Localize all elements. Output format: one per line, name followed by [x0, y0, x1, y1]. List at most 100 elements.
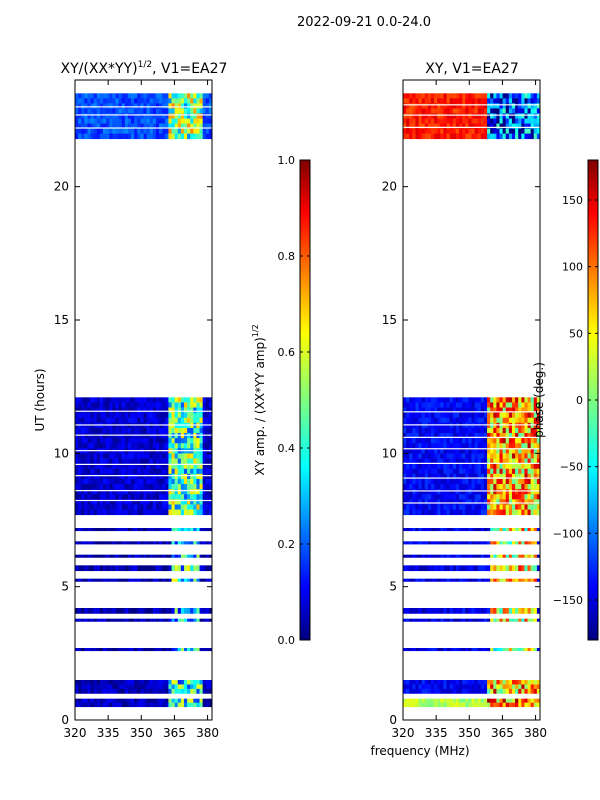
heatmap-cell: [96, 688, 101, 694]
heatmap-cell: [171, 494, 176, 500]
heatmap-cell: [418, 133, 423, 140]
heatmap-cell: [168, 680, 172, 685]
heatmap-cell: [155, 702, 160, 708]
heatmap-cell: [155, 108, 160, 114]
heatmap-cell: [452, 499, 457, 505]
heatmap-cell: [415, 438, 419, 444]
heatmap-cell: [131, 489, 135, 495]
heatmap-cell: [530, 103, 535, 109]
heatmap-cell: [152, 702, 157, 708]
heatmap-cell: [446, 113, 451, 119]
heatmap-cell: [183, 702, 188, 708]
heatmap-cell: [409, 128, 413, 135]
heatmap-cell: [152, 499, 157, 505]
heatmap-cell: [505, 468, 510, 475]
heatmap-cell: [93, 688, 98, 694]
heatmap-cell: [143, 468, 148, 475]
heatmap-cell: [140, 504, 144, 510]
heatmap-cell: [168, 489, 172, 495]
heatmap-cell: [521, 608, 525, 614]
heatmap-cell: [190, 133, 194, 140]
y-tick-label: 15: [54, 313, 69, 327]
heatmap-cell: [127, 113, 132, 119]
heatmap-cell: [140, 680, 144, 685]
heatmap-cell: [124, 680, 129, 685]
heatmap-cell: [459, 113, 463, 119]
heatmap-cell: [449, 688, 454, 694]
heatmap-cell: [424, 528, 429, 532]
heatmap-cell: [527, 698, 532, 704]
heatmap-cell: [511, 499, 516, 505]
heatmap-cell: [159, 618, 163, 622]
heatmap-cell: [193, 113, 197, 119]
heatmap-cell: [412, 473, 416, 480]
heatmap-cell: [443, 108, 447, 114]
heatmap-cell: [409, 554, 413, 558]
heatmap-cell: [140, 698, 144, 704]
heatmap-cell: [112, 684, 116, 690]
heatmap-cell: [137, 648, 141, 652]
heatmap-cell: [499, 397, 504, 403]
heatmap-cell: [115, 397, 119, 403]
heatmap-cell: [124, 648, 129, 652]
heatmap-cell: [202, 133, 207, 140]
heatmap-cell: [171, 113, 176, 119]
heatmap-cell: [121, 402, 126, 408]
heatmap-cell: [131, 123, 135, 129]
heatmap-cell: [180, 499, 185, 505]
heatmap-cell: [84, 688, 88, 694]
heatmap-cell: [440, 417, 444, 424]
heatmap-cell: [521, 494, 525, 500]
heatmap-cell: [418, 565, 423, 572]
heatmap-cell: [511, 443, 516, 449]
heatmap-cell: [208, 458, 213, 465]
heatmap-cell: [75, 458, 79, 465]
heatmap-cell: [515, 397, 519, 403]
heatmap-cell: [140, 554, 144, 558]
heatmap-cell: [199, 528, 204, 532]
heatmap-cell: [180, 412, 185, 419]
heatmap-cell: [134, 578, 138, 582]
heatmap-cell: [403, 98, 407, 104]
heatmap-cell: [437, 608, 441, 614]
heatmap-cell: [165, 453, 169, 459]
heatmap-cell: [190, 402, 194, 408]
heatmap-cell: [174, 473, 179, 480]
heatmap-cell: [437, 422, 441, 429]
heatmap-cell: [93, 608, 98, 614]
heatmap-cell: [180, 427, 185, 434]
heatmap-cell: [521, 468, 525, 475]
heatmap-cell: [536, 103, 541, 109]
heatmap-cell: [190, 463, 194, 470]
heatmap-cell: [465, 541, 469, 545]
heatmap-cell: [115, 473, 119, 480]
heatmap-cell: [462, 688, 466, 694]
heatmap-cell: [75, 123, 79, 129]
heatmap-cell: [403, 528, 407, 532]
heatmap-cell: [462, 433, 466, 439]
heatmap-cell: [155, 93, 160, 99]
heatmap-cell: [499, 412, 504, 419]
heatmap-cell: [190, 438, 194, 444]
heatmap-cell: [418, 468, 423, 475]
heatmap-cell: [493, 98, 497, 104]
heatmap-cell: [174, 438, 179, 444]
heatmap-cell: [146, 402, 151, 408]
heatmap-cell: [505, 407, 510, 414]
heatmap-cell: [468, 402, 472, 408]
heatmap-cell: [187, 648, 191, 652]
y-tick-label: 0: [389, 713, 397, 727]
heatmap-cell: [168, 468, 172, 475]
heatmap-cell: [477, 688, 482, 694]
heatmap-cell: [183, 680, 188, 685]
heatmap-cell: [115, 133, 119, 140]
heatmap-cell: [536, 108, 541, 114]
heatmap-gap: [75, 114, 212, 116]
heatmap-cell: [196, 433, 200, 439]
heatmap-cell: [524, 427, 528, 434]
heatmap-cell: [155, 528, 160, 532]
heatmap-cell: [487, 702, 491, 708]
heatmap-cell: [480, 504, 485, 510]
heatmap-cell: [530, 494, 535, 500]
